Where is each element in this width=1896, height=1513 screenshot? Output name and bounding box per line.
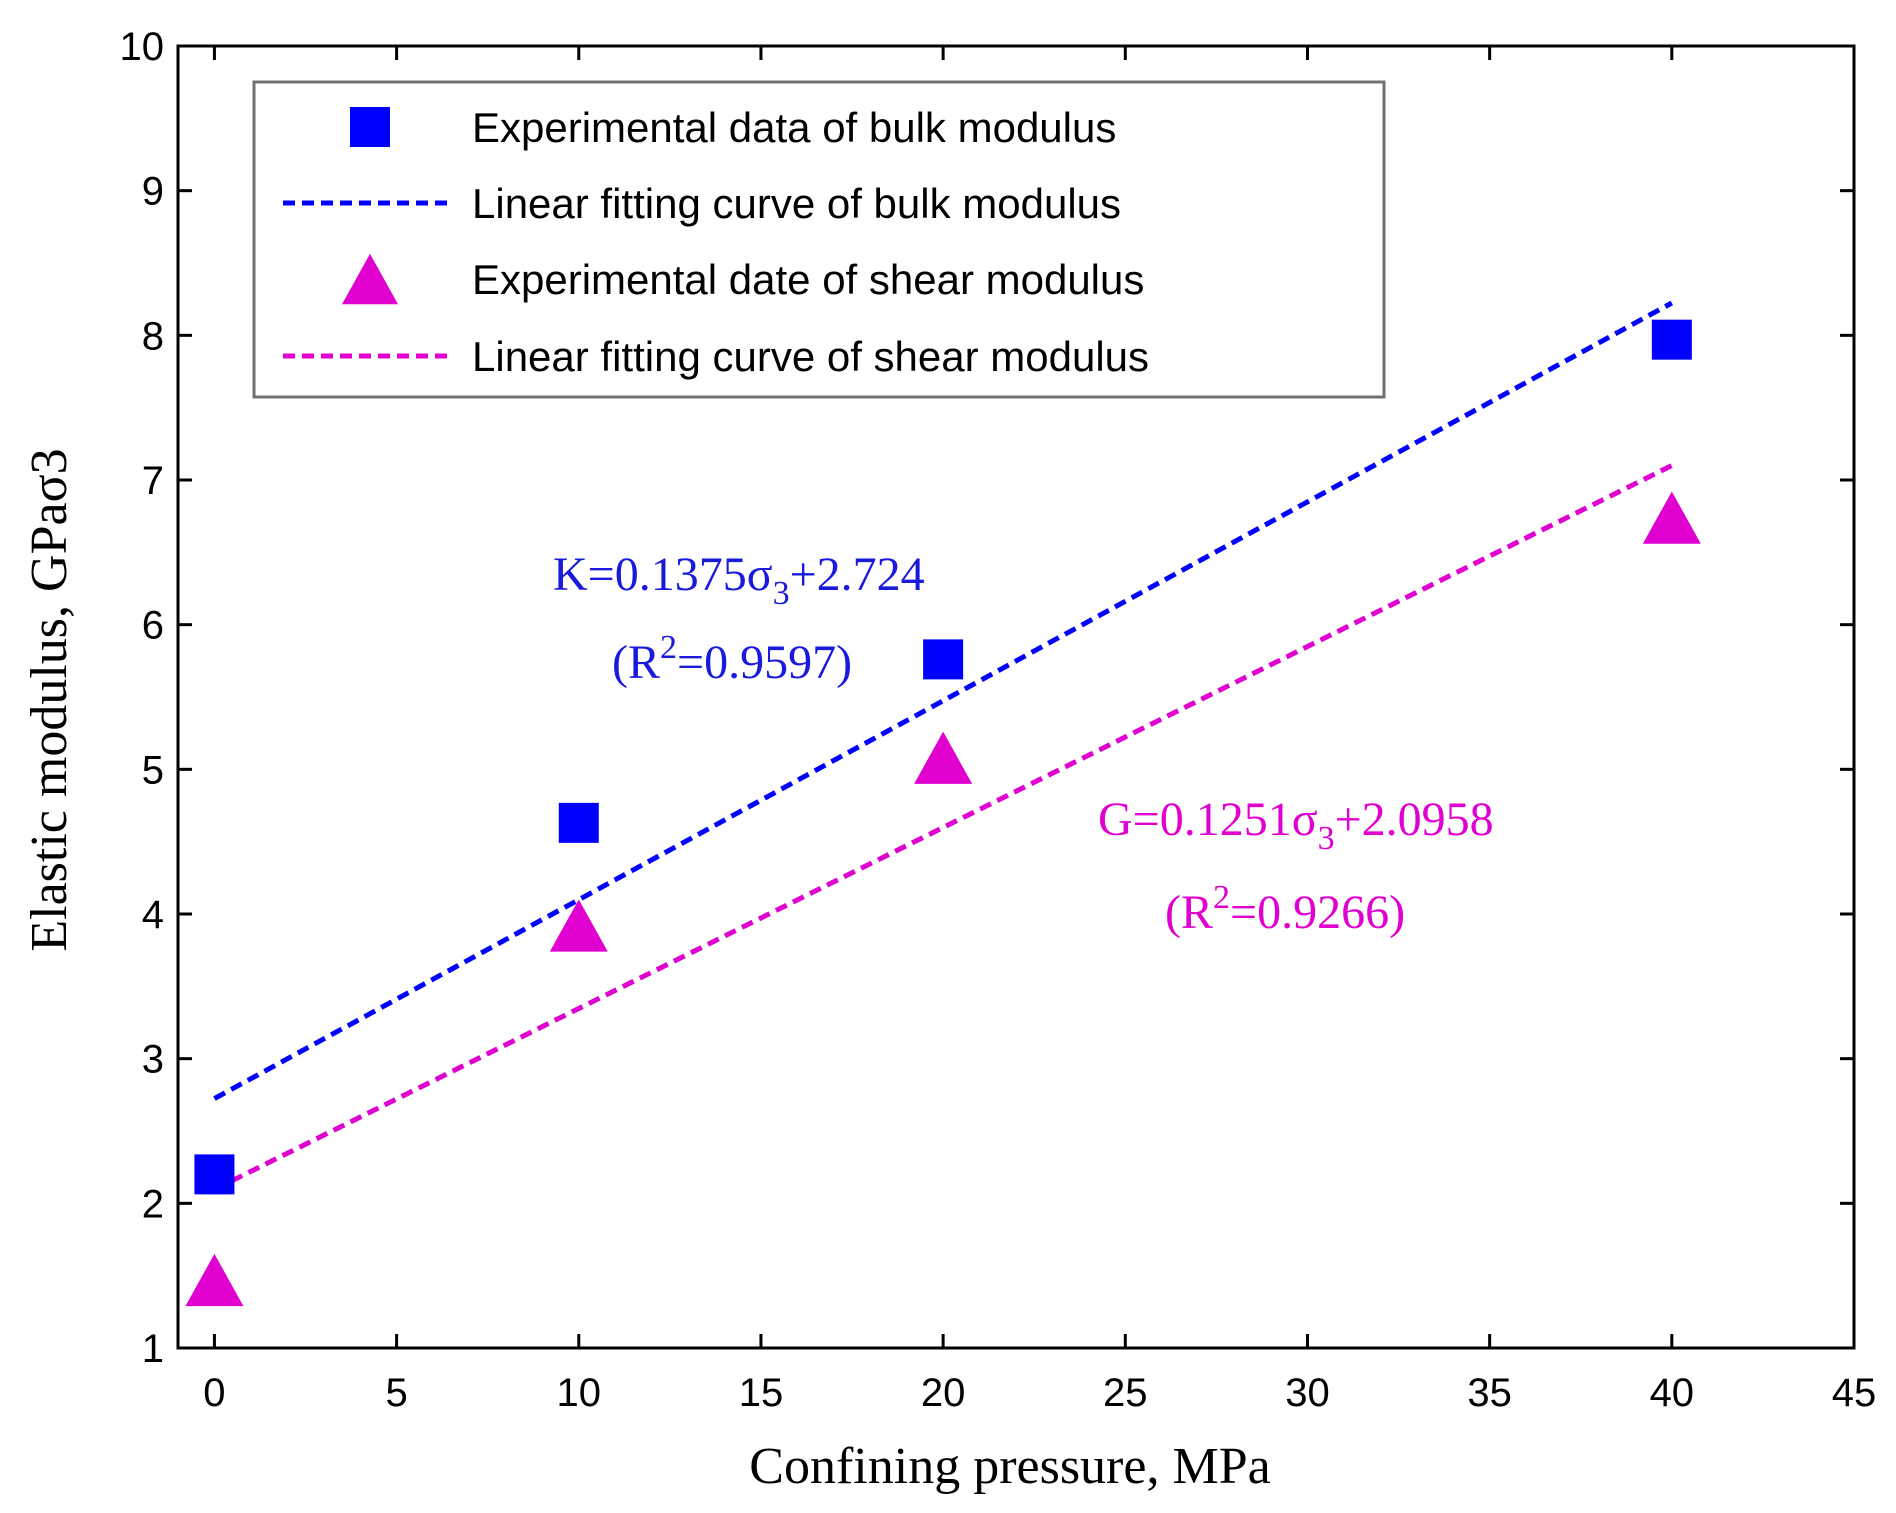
bulk-modulus-point: [558, 802, 599, 843]
y-axis-ticks: 1 2 3 4 5 6 7 8 9 10: [120, 25, 1854, 1371]
y-axis-title: Elastic modulus, GPaσ3: [21, 448, 78, 951]
x-axis-title: Confining pressure, MPa: [749, 1438, 1270, 1495]
y-tick-label: 9: [142, 170, 164, 214]
x-tick-label: 15: [739, 1371, 784, 1415]
shear-modulus-point: [914, 731, 973, 784]
series-layer: [185, 300, 1701, 1307]
bulk-r-squared-prefix: (R: [612, 636, 660, 689]
legend-label: Linear fitting curve of shear modulus: [472, 333, 1149, 380]
shear-equation: G=0.1251σ3+2.0958: [1098, 793, 1494, 857]
bulk-r-squared-superscript: 2: [660, 629, 677, 666]
shear-r-squared-prefix: (R: [1165, 886, 1213, 939]
bulk-r-squared: (R2=0.9597): [612, 629, 852, 689]
y-tick-label: 5: [142, 748, 164, 792]
x-tick-label: 0: [203, 1371, 225, 1415]
y-tick-label: 4: [142, 893, 164, 937]
y-tick-label: 8: [142, 314, 164, 358]
shear-modulus-point: [185, 1253, 244, 1307]
bulk-equation-annotation: K=0.1375σ3+2.724 (R2=0.9597): [553, 548, 925, 689]
legend-square-marker: [350, 107, 390, 147]
bulk-equation-main: K=0.1375σ: [553, 548, 773, 601]
x-tick-label: 30: [1285, 1371, 1330, 1415]
legend-label: Experimental data of bulk modulus: [472, 104, 1116, 151]
y-tick-label: 7: [142, 459, 164, 503]
shear-r-squared-superscript: 2: [1213, 879, 1230, 916]
y-tick-label: 3: [142, 1038, 164, 1082]
legend: Experimental data of bulk modulus Linear …: [252, 80, 1386, 399]
x-axis-ticks: 0 5 10 15 20 25 30 35 40 45: [203, 46, 1876, 1415]
legend-label: Linear fitting curve of bulk modulus: [472, 180, 1121, 227]
x-tick-label: 35: [1467, 1371, 1512, 1415]
y-tick-label: 1: [142, 1327, 164, 1371]
bulk-equation-intercept: +2.724: [790, 548, 925, 601]
x-tick-label: 40: [1650, 1371, 1695, 1415]
x-tick-label: 5: [385, 1371, 407, 1415]
bulk-modulus-point: [1651, 319, 1692, 360]
shear-equation-subscript: 3: [1318, 820, 1335, 857]
shear-r-squared-value: =0.9266): [1230, 886, 1405, 939]
y-tick-label: 10: [120, 25, 165, 69]
legend-items: Experimental data of bulk modulus Linear …: [283, 104, 1149, 380]
x-tick-label: 25: [1103, 1371, 1148, 1415]
shear-r-squared: (R2=0.9266): [1165, 879, 1405, 939]
x-tick-label: 45: [1832, 1371, 1877, 1415]
bulk-equation: K=0.1375σ3+2.724: [553, 548, 925, 612]
shear-equation-main: G=0.1251σ: [1098, 793, 1318, 846]
legend-triangle-marker: [342, 253, 398, 305]
bulk-modulus-point: [923, 639, 964, 680]
fit-line: [213, 463, 1673, 1192]
shear-equation-intercept: +2.0958: [1335, 793, 1494, 846]
y-tick-label: 6: [142, 604, 164, 648]
shear-equation-annotation: G=0.1251σ3+2.0958 (R2=0.9266): [1098, 793, 1494, 939]
bulk-r-squared-value: =0.9597): [677, 636, 852, 689]
shear-modulus-point: [1642, 491, 1701, 544]
bulk-equation-subscript: 3: [773, 575, 790, 612]
x-tick-label: 10: [557, 1371, 602, 1415]
fit-line: [213, 300, 1674, 1101]
legend-box: [252, 80, 1386, 399]
bulk-modulus-point: [194, 1154, 235, 1195]
shear-modulus-point: [549, 899, 608, 952]
y-tick-label: 2: [142, 1182, 164, 1226]
x-tick-label: 20: [921, 1371, 966, 1415]
legend-label: Experimental date of shear modulus: [472, 256, 1144, 303]
